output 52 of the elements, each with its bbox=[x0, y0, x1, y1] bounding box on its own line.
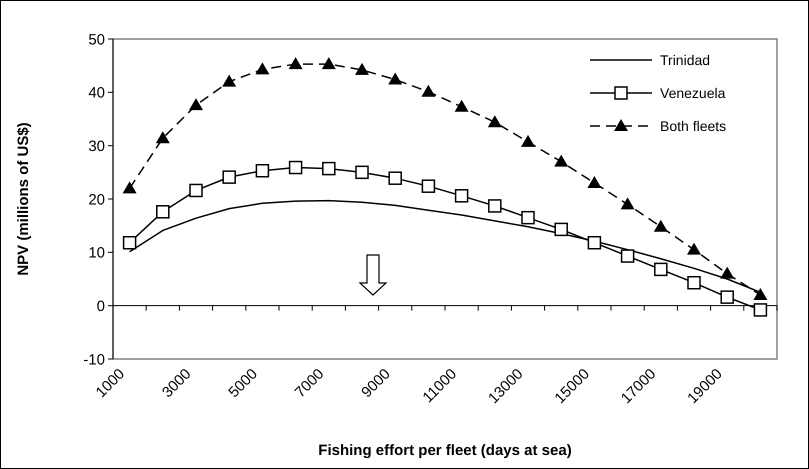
point bbox=[521, 210, 535, 224]
point bbox=[189, 184, 203, 198]
x-axis-title: Fishing effort per fleet (days at sea) bbox=[318, 442, 572, 459]
point bbox=[322, 57, 336, 70]
y-tick-label: 10 bbox=[88, 244, 105, 262]
point bbox=[587, 176, 602, 188]
y-tick-label: 0 bbox=[96, 298, 105, 315]
point bbox=[654, 262, 668, 276]
point bbox=[122, 181, 137, 194]
point bbox=[256, 164, 270, 178]
y-tick-label: -10 bbox=[83, 351, 105, 368]
point bbox=[488, 115, 502, 128]
point bbox=[388, 171, 402, 185]
legend-label: Both fleets bbox=[660, 118, 726, 134]
legend-label: Venezuela bbox=[660, 84, 726, 101]
point bbox=[122, 236, 136, 250]
point bbox=[720, 290, 734, 304]
point bbox=[255, 62, 270, 74]
point bbox=[156, 131, 170, 144]
point bbox=[554, 154, 568, 167]
point bbox=[454, 189, 468, 203]
y-tick-label: 20 bbox=[88, 191, 105, 208]
point bbox=[588, 236, 602, 250]
point bbox=[521, 134, 535, 147]
point bbox=[288, 57, 303, 70]
point bbox=[687, 276, 701, 290]
point bbox=[222, 170, 236, 184]
point bbox=[222, 74, 236, 87]
point bbox=[288, 160, 302, 174]
point bbox=[754, 303, 768, 317]
point bbox=[687, 242, 701, 255]
point bbox=[454, 100, 469, 112]
y-axis-title: NPV (millions of US$) bbox=[15, 122, 32, 276]
y-tick-label: 30 bbox=[88, 138, 105, 155]
point bbox=[322, 162, 336, 176]
point bbox=[654, 220, 668, 232]
point bbox=[388, 72, 402, 85]
y-tick-label: 50 bbox=[88, 31, 105, 48]
legend-label: Trinidad bbox=[660, 52, 710, 68]
point bbox=[488, 199, 502, 213]
y-tick-label: 40 bbox=[88, 84, 105, 102]
point bbox=[620, 197, 635, 210]
point bbox=[355, 166, 369, 180]
point bbox=[620, 249, 634, 263]
point bbox=[156, 205, 170, 219]
point bbox=[720, 266, 734, 279]
point bbox=[421, 84, 436, 97]
point bbox=[554, 222, 568, 236]
point bbox=[355, 62, 369, 75]
point bbox=[189, 98, 203, 110]
point bbox=[753, 288, 768, 300]
point bbox=[422, 179, 436, 193]
